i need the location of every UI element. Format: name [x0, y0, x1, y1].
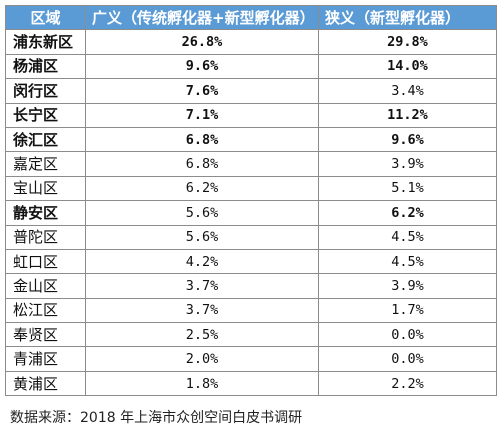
- district-cell: 黄浦区: [5, 370, 86, 397]
- district-cell: 金山区: [5, 273, 86, 299]
- header-row: 区域 广义（传统孵化器+新型孵化器） 狭义（新型孵化器）: [5, 4, 497, 31]
- header-district: 区域: [5, 4, 86, 31]
- narrow-share-cell: 1.7%: [318, 297, 497, 324]
- broad-share-cell: 3.7%: [85, 273, 319, 299]
- district-cell: 长宁区: [5, 102, 86, 128]
- narrow-share-cell: 9.6%: [318, 126, 497, 153]
- broad-share-cell: 2.0%: [85, 346, 319, 372]
- broad-share-cell: 6.8%: [85, 126, 319, 153]
- narrow-share-cell: 29.8%: [318, 29, 497, 55]
- table-row: 普陀区 5.6% 4.5%: [5, 224, 497, 250]
- district-cell: 嘉定区: [5, 151, 86, 177]
- district-cell: 杨浦区: [5, 53, 86, 80]
- district-cell: 青浦区: [5, 346, 86, 372]
- narrow-share-cell: 3.9%: [318, 273, 497, 299]
- narrow-share-cell: 2.2%: [318, 370, 497, 397]
- table-row: 虹口区 4.2% 4.5%: [5, 248, 497, 275]
- narrow-share-cell: 4.5%: [318, 224, 497, 250]
- narrow-share-cell: 0.0%: [318, 346, 497, 372]
- district-cell: 徐汇区: [5, 126, 86, 153]
- narrow-share-cell: 14.0%: [318, 53, 497, 80]
- district-incubator-table: 区域 广义（传统孵化器+新型孵化器） 狭义（新型孵化器） 浦东新区 26.8% 29…: [5, 4, 497, 397]
- broad-share-cell: 4.2%: [85, 248, 319, 275]
- broad-share-cell: 3.7%: [85, 297, 319, 324]
- broad-share-cell: 9.6%: [85, 53, 319, 80]
- header-narrow: 狭义（新型孵化器）: [318, 4, 497, 31]
- broad-share-cell: 2.5%: [85, 322, 319, 348]
- broad-share-cell: 6.8%: [85, 151, 319, 177]
- table-row: 长宁区 7.1% 11.2%: [5, 102, 497, 128]
- broad-share-cell: 5.6%: [85, 200, 319, 226]
- broad-share-cell: 5.6%: [85, 224, 319, 250]
- table-row: 松江区 3.7% 1.7%: [5, 297, 497, 324]
- table-row: 青浦区 2.0% 0.0%: [5, 346, 497, 372]
- narrow-share-cell: 3.4%: [318, 78, 497, 104]
- district-cell: 闵行区: [5, 78, 86, 104]
- narrow-share-cell: 3.9%: [318, 151, 497, 177]
- district-cell: 虹口区: [5, 248, 86, 275]
- narrow-share-cell: 11.2%: [318, 102, 497, 128]
- broad-share-cell: 1.8%: [85, 370, 319, 397]
- narrow-share-cell: 0.0%: [318, 322, 497, 348]
- table-row: 闵行区 7.6% 3.4%: [5, 78, 497, 104]
- district-incubator-table-container: 区域 广义（传统孵化器+新型孵化器） 狭义（新型孵化器） 浦东新区 26.8% 29…: [5, 4, 497, 397]
- table-row: 浦东新区 26.8% 29.8%: [5, 29, 497, 55]
- district-cell: 静安区: [5, 200, 86, 226]
- broad-share-cell: 7.6%: [85, 78, 319, 104]
- district-cell: 浦东新区: [5, 29, 86, 55]
- table-row: 奉贤区 2.5% 0.0%: [5, 322, 497, 348]
- table-row: 徐汇区 6.8% 9.6%: [5, 126, 497, 153]
- data-source-note: 数据来源：2018 年上海市众创空间白皮书调研: [10, 410, 303, 426]
- broad-share-cell: 26.8%: [85, 29, 319, 55]
- broad-share-cell: 6.2%: [85, 175, 319, 202]
- table-row: 宝山区 6.2% 5.1%: [5, 175, 497, 202]
- district-cell: 宝山区: [5, 175, 86, 202]
- table-row: 黄浦区 1.8% 2.2%: [5, 370, 497, 397]
- table-row: 嘉定区 6.8% 3.9%: [5, 151, 497, 177]
- district-cell: 松江区: [5, 297, 86, 324]
- district-cell: 奉贤区: [5, 322, 86, 348]
- district-cell: 普陀区: [5, 224, 86, 250]
- table-body: 浦东新区 26.8% 29.8% 杨浦区 9.6% 14.0% 闵行区 7.6% 3.4% 长宁区…: [5, 29, 497, 397]
- table-row: 杨浦区 9.6% 14.0%: [5, 53, 497, 80]
- broad-share-cell: 7.1%: [85, 102, 319, 128]
- table-row: 静安区 5.6% 6.2%: [5, 200, 497, 226]
- narrow-share-cell: 4.5%: [318, 248, 497, 275]
- narrow-share-cell: 6.2%: [318, 200, 497, 226]
- table-row: 金山区 3.7% 3.9%: [5, 273, 497, 299]
- narrow-share-cell: 5.1%: [318, 175, 497, 202]
- table-header: 区域 广义（传统孵化器+新型孵化器） 狭义（新型孵化器）: [5, 4, 497, 31]
- header-broad: 广义（传统孵化器+新型孵化器）: [85, 4, 319, 31]
